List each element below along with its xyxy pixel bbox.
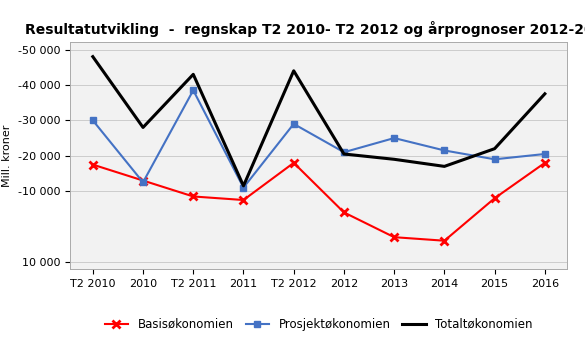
Totaltøkonomien [340, 152, 347, 156]
Prosjektøkonomien [491, 157, 498, 161]
Totaltøkonomien [139, 125, 146, 130]
Basisøkonomien [541, 161, 548, 165]
Prosjektøkonomien [190, 88, 197, 92]
Line: Totaltøkonomien: Totaltøkonomien [93, 57, 545, 186]
Totaltøkonomien [391, 157, 398, 161]
Prosjektøkonomien [541, 152, 548, 156]
Totaltøkonomien [190, 72, 197, 76]
Totaltøkonomien [491, 147, 498, 151]
Prosjektøkonomien [90, 118, 97, 122]
Line: Prosjektøkonomien: Prosjektøkonomien [90, 87, 548, 190]
Basisøkonomien [240, 198, 247, 202]
Prosjektøkonomien [240, 185, 247, 190]
Title: Resultatutvikling  -  regnskap T2 2010- T2 2012 og årprognoser 2012-2016: Resultatutvikling - regnskap T2 2010- T2… [25, 21, 585, 37]
Y-axis label: Mill. kroner: Mill. kroner [2, 125, 12, 187]
Basisøkonomien [340, 210, 347, 215]
Totaltøkonomien [240, 184, 247, 188]
Basisøkonomien [90, 162, 97, 167]
Totaltøkonomien [541, 92, 548, 96]
Legend: Basisøkonomien, Prosjektøkonomien, Totaltøkonomien: Basisøkonomien, Prosjektøkonomien, Total… [100, 313, 538, 336]
Line: Basisøkonomien: Basisøkonomien [89, 159, 549, 245]
Basisøkonomien [441, 239, 448, 243]
Prosjektøkonomien [441, 148, 448, 153]
Basisøkonomien [290, 161, 297, 165]
Totaltøkonomien [90, 55, 97, 59]
Basisøkonomien [190, 194, 197, 199]
Prosjektøkonomien [340, 150, 347, 154]
Basisøkonomien [391, 235, 398, 239]
Totaltøkonomien [290, 69, 297, 73]
Totaltøkonomien [441, 164, 448, 169]
Basisøkonomien [139, 178, 146, 183]
Prosjektøkonomien [391, 136, 398, 140]
Prosjektøkonomien [290, 122, 297, 126]
Prosjektøkonomien [139, 180, 146, 184]
Basisøkonomien [491, 196, 498, 200]
